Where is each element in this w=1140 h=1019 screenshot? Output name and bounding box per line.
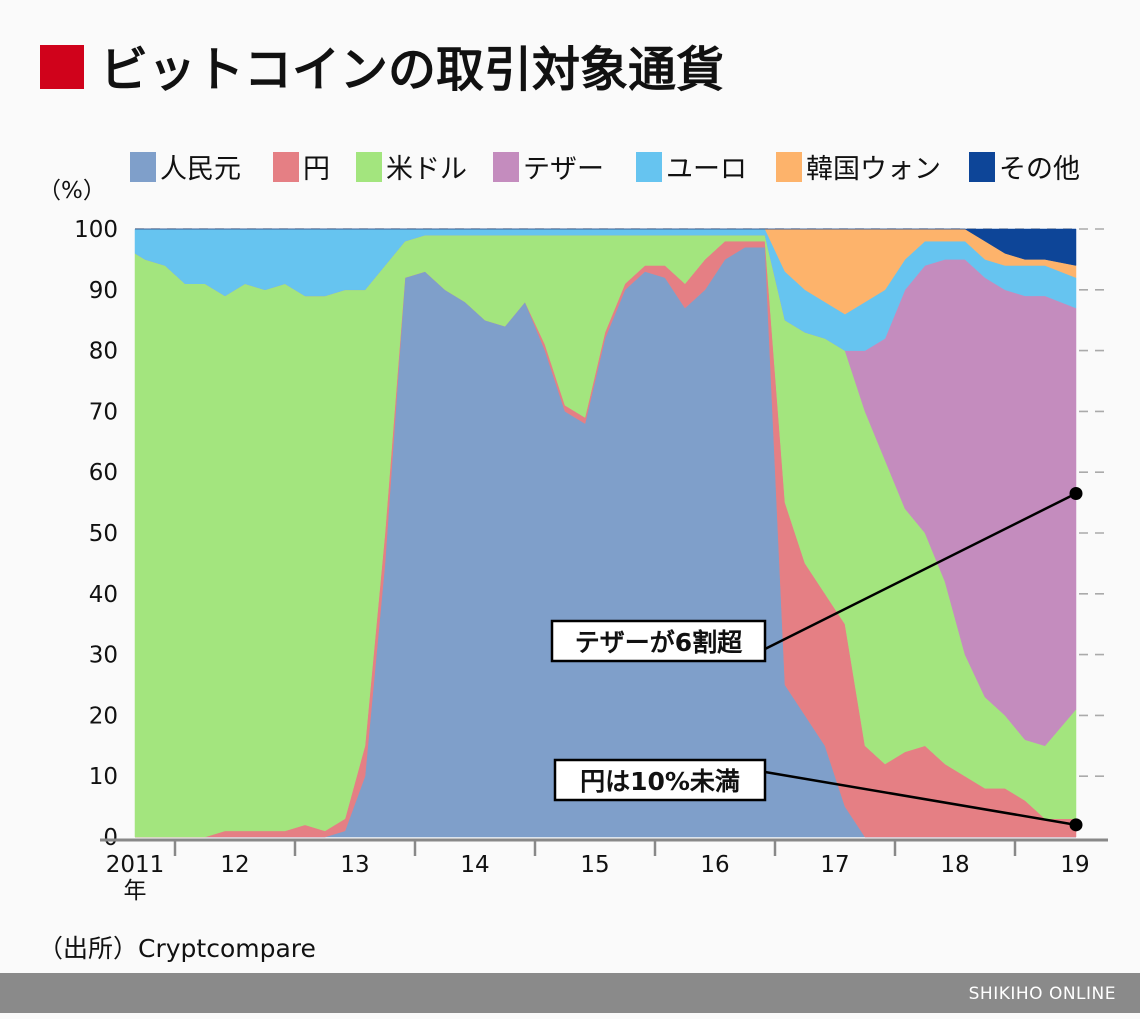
legend-item: 韓国ウォン <box>776 152 941 185</box>
legend-swatch <box>636 152 662 182</box>
y-tick-label: 90 <box>89 278 118 304</box>
x-tick-label: 18 <box>940 852 969 878</box>
legend-label: 円 <box>303 154 330 185</box>
legend: 人民元 円 米ドル テザー ユーロ 韓国ウォン その他 <box>130 152 1080 185</box>
legend-item: ユーロ <box>636 152 747 185</box>
annotation-text: テザーが6割超 <box>575 628 743 657</box>
annotation-text: 円は10%未満 <box>580 767 740 796</box>
x-tick-label: 16 <box>700 852 729 878</box>
y-tick-label: 100 <box>74 217 118 243</box>
legend-swatch <box>969 152 995 182</box>
x-axis-unit: 年 <box>124 878 147 904</box>
x-tick-label: 12 <box>220 852 249 878</box>
annotation-dot <box>1069 818 1083 832</box>
legend-item: 人民元 <box>130 152 241 185</box>
x-tick-label: 17 <box>820 852 849 878</box>
legend-swatch <box>776 152 802 182</box>
chart-title: ビットコインの取引対象通貨 <box>100 42 724 98</box>
footer-bar <box>0 973 1140 1013</box>
legend-swatch <box>493 152 519 182</box>
plot-areas <box>134 228 1077 838</box>
legend-swatch <box>356 152 382 182</box>
annotation: 円は10%未満 <box>553 758 1083 832</box>
y-tick-label: 30 <box>89 643 118 669</box>
x-tick-label: 14 <box>460 852 489 878</box>
y-tick-label: 60 <box>89 460 118 486</box>
y-tick-label: 20 <box>89 703 118 729</box>
source-note: （出所）Cryptcompare <box>38 934 316 963</box>
y-axis-unit: （%） <box>38 178 106 204</box>
footer-brand: SHIKIHO ONLINE <box>969 984 1116 1004</box>
title-mark <box>40 45 84 89</box>
legend-item: 円 <box>273 152 330 185</box>
x-tick-label: 19 <box>1060 852 1089 878</box>
area-series <box>135 228 1077 266</box>
y-tick-label: 10 <box>89 764 118 790</box>
legend-label: その他 <box>999 154 1080 185</box>
y-tick-label: 0 <box>103 825 118 851</box>
y-tick-label: 50 <box>89 521 118 547</box>
x-tick-label: 15 <box>580 852 609 878</box>
legend-item: 米ドル <box>356 152 467 185</box>
annotation-leader <box>764 770 1077 827</box>
x-tick-label: 13 <box>340 852 369 878</box>
legend-item: テザー <box>493 152 604 185</box>
legend-swatch <box>130 152 156 182</box>
annotation-box <box>550 619 767 663</box>
legend-item: その他 <box>969 152 1080 185</box>
annotation-dot <box>1069 486 1083 500</box>
legend-label: テザー <box>523 154 604 185</box>
legend-label: ユーロ <box>666 154 747 185</box>
x-tick-label: 2011 <box>106 852 165 878</box>
legend-swatch <box>273 152 299 182</box>
x-axis: 2011 12 13 14 15 16 17 18 19 年 <box>100 838 1108 904</box>
legend-label: 米ドル <box>386 154 467 185</box>
legend-label: 韓国ウォン <box>806 154 941 185</box>
annotation-leader <box>764 492 1077 651</box>
y-tick-label: 70 <box>89 399 118 425</box>
y-tick-label: 80 <box>89 339 118 365</box>
annotation-box <box>553 758 767 802</box>
annotation: テザーが6割超 <box>550 486 1083 663</box>
y-axis: 0 10 20 30 40 50 60 70 80 90 100 <box>74 217 118 851</box>
y-tick-label: 40 <box>89 582 118 608</box>
legend-label: 人民元 <box>160 154 241 185</box>
